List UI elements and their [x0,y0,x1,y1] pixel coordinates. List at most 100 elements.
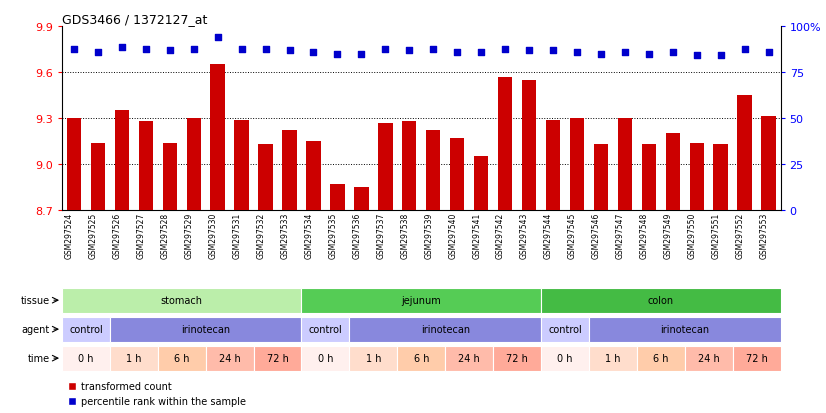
Text: 0 h: 0 h [318,353,333,363]
Text: GSM297530: GSM297530 [209,212,218,259]
Text: GSM297544: GSM297544 [544,212,553,259]
Point [235,47,248,53]
Text: GSM297532: GSM297532 [257,212,265,258]
Text: jejunum: jejunum [401,295,441,306]
Point [91,50,104,56]
Text: GDS3466 / 1372127_at: GDS3466 / 1372127_at [62,13,207,26]
Text: 0 h: 0 h [78,353,93,363]
Point [474,50,487,56]
Bar [762,117,776,211]
Bar [642,145,656,211]
Point [426,47,439,53]
Text: GSM297552: GSM297552 [736,212,745,258]
Bar [349,317,541,342]
Bar [589,346,637,370]
Text: 72 h: 72 h [267,353,288,363]
Bar [426,131,440,211]
Bar [301,346,349,370]
Point [187,47,200,53]
Text: 1 h: 1 h [605,353,620,363]
Legend: transformed count, percentile rank within the sample: transformed count, percentile rank withi… [67,381,246,406]
Point [594,51,607,58]
Text: GSM297528: GSM297528 [161,212,170,258]
Bar [110,346,158,370]
Point [762,50,775,56]
Bar [354,188,368,211]
Point [115,45,129,52]
Text: 24 h: 24 h [458,353,480,363]
Bar [301,288,541,313]
Bar [110,317,301,342]
Text: GSM297541: GSM297541 [472,212,481,258]
Bar [445,346,493,370]
Text: GSM297553: GSM297553 [760,212,768,259]
Text: GSM297535: GSM297535 [329,212,337,259]
Text: GSM297543: GSM297543 [520,212,529,259]
Bar [522,81,536,211]
Text: GSM297548: GSM297548 [640,212,649,258]
Text: 24 h: 24 h [219,353,240,363]
Text: GSM297533: GSM297533 [281,212,289,259]
Text: irinotecan: irinotecan [660,324,710,335]
Point [498,47,511,53]
Text: GSM297537: GSM297537 [377,212,385,259]
Bar [158,346,206,370]
Text: time: time [28,353,50,363]
Text: 0 h: 0 h [558,353,572,363]
Bar [714,145,728,211]
Bar [306,142,320,211]
Point [402,48,415,55]
Point [642,51,655,58]
Bar [450,139,464,211]
Text: GSM297550: GSM297550 [688,212,697,259]
Bar [690,143,704,211]
Text: control: control [548,324,582,335]
Bar [67,119,81,211]
Text: stomach: stomach [161,295,202,306]
Text: irinotecan: irinotecan [181,324,230,335]
Text: 1 h: 1 h [126,353,141,363]
Text: GSM297540: GSM297540 [449,212,457,259]
Bar [738,96,752,211]
Point [259,47,272,53]
Text: 1 h: 1 h [366,353,381,363]
Bar [541,317,589,342]
Text: 6 h: 6 h [653,353,668,363]
Point [666,50,679,56]
Point [714,52,727,59]
Bar [330,185,344,211]
Point [306,50,320,56]
Text: GSM297536: GSM297536 [353,212,362,259]
Text: GSM297524: GSM297524 [65,212,74,258]
Point [211,34,224,41]
Text: GSM297531: GSM297531 [233,212,241,258]
Bar [62,317,110,342]
Bar [206,346,254,370]
Point [330,51,344,58]
Point [522,48,535,55]
Bar [666,134,680,211]
Point [690,52,703,59]
Bar [115,111,129,211]
Bar [402,122,416,211]
Bar [474,157,488,211]
Text: GSM297539: GSM297539 [425,212,433,259]
Text: control: control [69,324,102,335]
Text: 72 h: 72 h [506,353,528,363]
Bar [62,288,301,313]
Bar [637,346,685,370]
Bar [589,317,781,342]
Text: GSM297538: GSM297538 [401,212,409,258]
Text: 6 h: 6 h [414,353,429,363]
Text: 6 h: 6 h [174,353,189,363]
Point [546,48,559,55]
Text: GSM297529: GSM297529 [185,212,193,258]
Bar [282,131,297,211]
Bar [498,77,512,211]
Text: GSM297545: GSM297545 [568,212,577,259]
Bar [91,143,105,211]
Text: agent: agent [21,324,50,335]
Text: 24 h: 24 h [698,353,719,363]
Text: GSM297542: GSM297542 [496,212,505,258]
Text: GSM297525: GSM297525 [89,212,97,258]
